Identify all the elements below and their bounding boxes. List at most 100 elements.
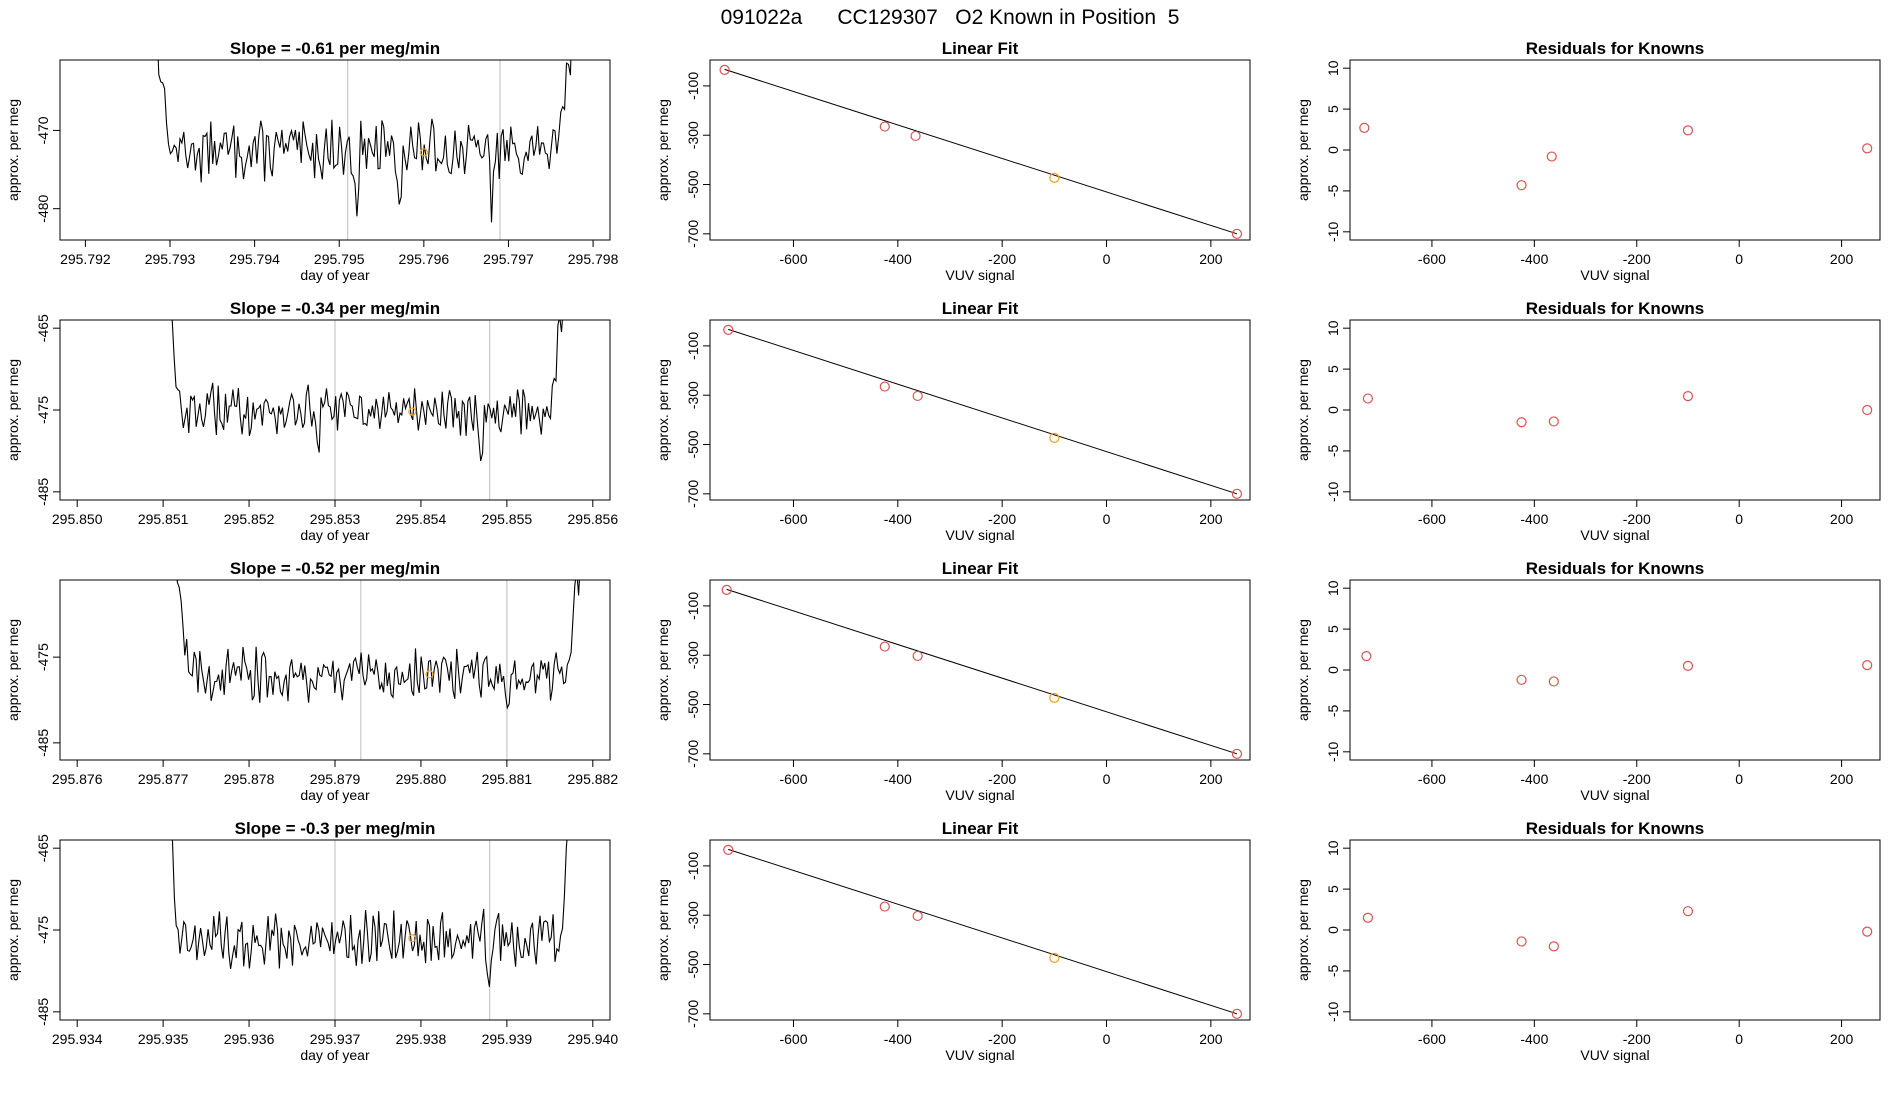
- plot-panel-fit2: Linear Fit -600 -400 -200 0 200 -100 -300 -500 -7…: [655, 299, 1251, 543]
- y-tick-label: -10: [1325, 741, 1341, 761]
- plot-frame: [1349, 579, 1881, 761]
- plot-area: [723, 324, 1243, 499]
- y-tick-label: -300: [685, 901, 701, 929]
- x-tick-label: 295.792: [60, 251, 111, 267]
- x-tick-label: -200: [1623, 1031, 1651, 1047]
- x-tick-label: 200: [1199, 511, 1223, 527]
- x-tick-label: 0: [1103, 1031, 1111, 1047]
- plot-frame: [709, 579, 1251, 761]
- x-tick-label: 200: [1830, 771, 1854, 787]
- data-point: [1049, 432, 1060, 443]
- y-axis-label: approx. per meg: [5, 99, 21, 201]
- y-axis-label: approx. per meg: [1295, 619, 1311, 721]
- y-tick-label: -700: [685, 480, 701, 508]
- plot-area: [171, 840, 568, 1020]
- data-point: [879, 381, 890, 392]
- y-tick-label: -700: [685, 740, 701, 768]
- x-tick-label: 0: [1735, 251, 1743, 267]
- x-tick-label: 0: [1103, 771, 1111, 787]
- data-point: [1682, 906, 1694, 917]
- y-tick-label: 0: [1325, 146, 1341, 154]
- y-tick-label: -475: [35, 916, 51, 944]
- x-tick-label: -600: [779, 511, 807, 527]
- x-tick-label: 0: [1735, 771, 1743, 787]
- y-axis-label: approx. per meg: [655, 619, 671, 721]
- y-axis-label: approx. per meg: [1295, 359, 1311, 461]
- y-axis-label: approx. per meg: [655, 99, 671, 201]
- x-axis-label: VUV signal: [945, 267, 1014, 283]
- x-tick-label: 200: [1830, 1031, 1854, 1047]
- x-tick-label: 295.879: [310, 771, 361, 787]
- plot-title: Linear Fit: [942, 299, 1019, 318]
- mean-marker-point: [408, 934, 417, 943]
- data-point: [1682, 390, 1694, 402]
- y-tick-label: -10: [1325, 1001, 1341, 1021]
- x-tick-label: 295.855: [482, 511, 533, 527]
- plot-area: [1361, 650, 1873, 687]
- plot-frame: [1349, 319, 1881, 501]
- x-tick-label: -600: [779, 251, 807, 267]
- x-axis-label: day of year: [300, 267, 370, 283]
- x-tick-label: -600: [1418, 251, 1446, 267]
- x-axis-label: VUV signal: [1580, 527, 1649, 543]
- fit-line: [728, 328, 1238, 495]
- plot-panel-ts2: Slope = -0.34 per meg/min 295.850 295.851 2…: [5, 299, 618, 543]
- data-point: [719, 64, 730, 75]
- x-tick-label: -600: [779, 771, 807, 787]
- plot-panel-fit1: Linear Fit -600 -400 -200 0 200 -100 -300 -500 -7…: [655, 39, 1251, 283]
- x-tick-label: -200: [988, 511, 1016, 527]
- plot-panel-res4: Residuals for Knowns -600 -400 -200 0 200 -10 -…: [1295, 819, 1881, 1063]
- x-tick-label: 295.878: [224, 771, 275, 787]
- data-point: [1516, 180, 1527, 191]
- data-point: [1516, 674, 1527, 685]
- data-point: [1231, 1008, 1243, 1019]
- x-tick-label: -200: [1623, 511, 1651, 527]
- x-tick-label: 295.797: [483, 251, 534, 267]
- x-tick-label: -400: [1520, 251, 1548, 267]
- trace-line: [171, 840, 568, 987]
- plot-area: [723, 844, 1243, 1019]
- x-tick-label: 295.793: [145, 251, 196, 267]
- data-point: [1049, 692, 1060, 703]
- data-point: [1682, 125, 1694, 136]
- data-point: [1862, 659, 1873, 671]
- y-tick-label: 10: [1325, 60, 1341, 76]
- plot-title: Residuals for Knowns: [1526, 39, 1705, 58]
- y-axis-label: approx. per meg: [5, 359, 21, 461]
- x-tick-label: -600: [779, 1031, 807, 1047]
- y-tick-label: -465: [35, 314, 51, 342]
- y-tick-label: 10: [1325, 320, 1341, 336]
- plot-area: [157, 60, 572, 240]
- y-tick-label: -700: [685, 1000, 701, 1028]
- y-axis-label: approx. per meg: [5, 619, 21, 721]
- y-tick-label: -480: [35, 194, 51, 222]
- plot-area: [1362, 906, 1873, 952]
- x-tick-label: 295.796: [399, 251, 450, 267]
- x-tick-label: -600: [1418, 771, 1446, 787]
- x-tick-label: 0: [1103, 251, 1111, 267]
- data-point: [1362, 912, 1374, 923]
- y-tick-label: -500: [685, 170, 701, 198]
- data-point: [723, 324, 734, 335]
- data-point: [1049, 952, 1060, 963]
- x-axis-label: VUV signal: [1580, 787, 1649, 803]
- x-tick-label: 295.795: [314, 251, 365, 267]
- x-tick-label: 295.881: [482, 771, 533, 787]
- y-tick-label: 10: [1325, 580, 1341, 596]
- plot-area: [719, 64, 1243, 239]
- x-tick-label: 295.937: [310, 1031, 361, 1047]
- plot-panel-ts1: Slope = -0.61 per meg/min 295.792 295.793 2…: [5, 39, 619, 283]
- mean-marker-point: [419, 148, 428, 157]
- fit-line: [724, 68, 1238, 235]
- x-tick-label: 295.852: [224, 511, 275, 527]
- x-tick-label: -600: [1418, 1031, 1446, 1047]
- plot-frame: [709, 59, 1251, 241]
- plot-title: Slope = -0.61 per meg/min: [230, 39, 440, 58]
- trace-line: [171, 320, 563, 462]
- data-point: [1548, 941, 1559, 952]
- y-tick-label: -300: [685, 381, 701, 409]
- data-point: [1546, 151, 1557, 162]
- y-tick-label: 10: [1325, 840, 1341, 856]
- x-tick-label: -200: [988, 251, 1016, 267]
